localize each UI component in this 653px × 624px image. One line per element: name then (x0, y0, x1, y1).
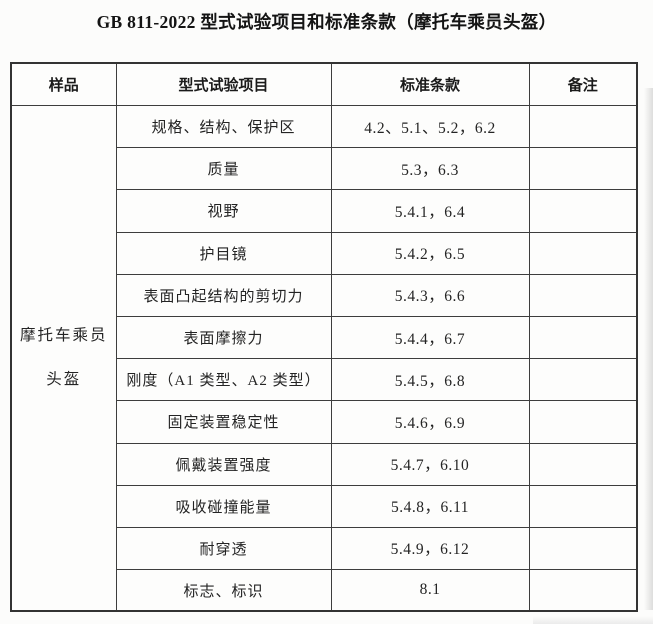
clause-cell: 4.2、5.1、5.2，6.2 (330, 104, 530, 149)
table-row: 固定装置稳定性 5.4.6，6.9 (11, 400, 638, 444)
remark-cell (528, 104, 638, 149)
clause-cell: 5.4.3，6.6 (330, 273, 530, 317)
table-row: 佩戴装置强度 5.4.7，6.10 (11, 442, 638, 486)
clause-cell: 5.4.7，6.10 (330, 442, 530, 486)
clause-cell: 5.4.9，6.12 (330, 526, 530, 571)
clause-cell: 8.1 (330, 569, 530, 612)
header-row: 样品 型式试验项目 标准条款 备注 (10, 62, 638, 106)
table-row: 表面摩擦力 5.4.4，6.7 (11, 315, 638, 360)
remark-cell (528, 147, 638, 191)
test-item-cell: 佩戴装置强度 (115, 442, 332, 486)
column-header-test-item: 型式试验项目 (115, 62, 332, 106)
type-test-table: 样品 型式试验项目 标准条款 备注 摩托车乘员 头盔 规格、结构、保护区 4.2… (10, 62, 638, 612)
column-header-standard-clause: 标准条款 (330, 62, 530, 106)
test-item-cell: 标志、标识 (115, 569, 332, 612)
test-item-cell: 刚度（A1 类型、A2 类型） (115, 358, 332, 402)
column-header-sample: 样品 (10, 62, 117, 106)
scan-edge-shadow-bottom (533, 616, 653, 624)
remark-cell (528, 400, 638, 444)
sample-name-line2: 头盔 (46, 371, 82, 388)
clause-cell: 5.4.5，6.8 (330, 358, 530, 402)
table-row: 护目镜 5.4.2，6.5 (11, 231, 638, 275)
table-row: 视野 5.4.1，6.4 (11, 189, 638, 233)
test-item-cell: 吸收碰撞能量 (115, 484, 332, 528)
table-row: 标志、标识 8.1 (11, 569, 638, 612)
remark-cell (528, 231, 638, 275)
table-row: 摩托车乘员 头盔 规格、结构、保护区 4.2、5.1、5.2，6.2 (10, 104, 638, 612)
scan-edge-shadow-right (644, 88, 653, 610)
remark-cell (528, 273, 638, 317)
test-item-cell: 固定装置稳定性 (115, 400, 332, 444)
clause-cell: 5.4.4，6.7 (330, 315, 530, 360)
table-row: 刚度（A1 类型、A2 类型） 5.4.5，6.8 (11, 358, 638, 402)
remark-cell (528, 189, 638, 233)
test-item-cell: 视野 (115, 189, 332, 233)
test-item-cell: 规格、结构、保护区 (115, 104, 332, 149)
clause-cell: 5.4.2，6.5 (330, 231, 530, 275)
clause-cell: 5.4.8，6.11 (330, 484, 530, 528)
remark-cell (528, 358, 638, 402)
remark-cell (528, 484, 638, 528)
clause-cell: 5.4.6，6.9 (330, 400, 530, 444)
remark-cell (528, 315, 638, 360)
table-row: 表面凸起结构的剪切力 5.4.3，6.6 (11, 273, 638, 317)
test-item-cell: 质量 (115, 147, 332, 191)
test-item-cell: 表面摩擦力 (115, 315, 332, 360)
sample-name-line1: 摩托车乘员 (19, 327, 108, 344)
test-item-cell: 护目镜 (115, 231, 332, 275)
remark-cell (528, 442, 638, 486)
clause-cell: 5.3，6.3 (330, 147, 530, 191)
test-item-cell: 耐穿透 (115, 526, 332, 571)
remark-cell (528, 526, 638, 571)
table-row: 质量 5.3，6.3 (11, 147, 638, 191)
remark-cell (528, 569, 638, 612)
sample-cell: 摩托车乘员 头盔 (10, 105, 117, 612)
clause-cell: 5.4.1，6.4 (330, 189, 530, 233)
test-item-cell: 表面凸起结构的剪切力 (115, 273, 332, 317)
column-header-remark: 备注 (528, 62, 638, 106)
document-title: GB 811-2022 型式试验项目和标准条款（摩托车乘员头盔） (96, 12, 557, 32)
